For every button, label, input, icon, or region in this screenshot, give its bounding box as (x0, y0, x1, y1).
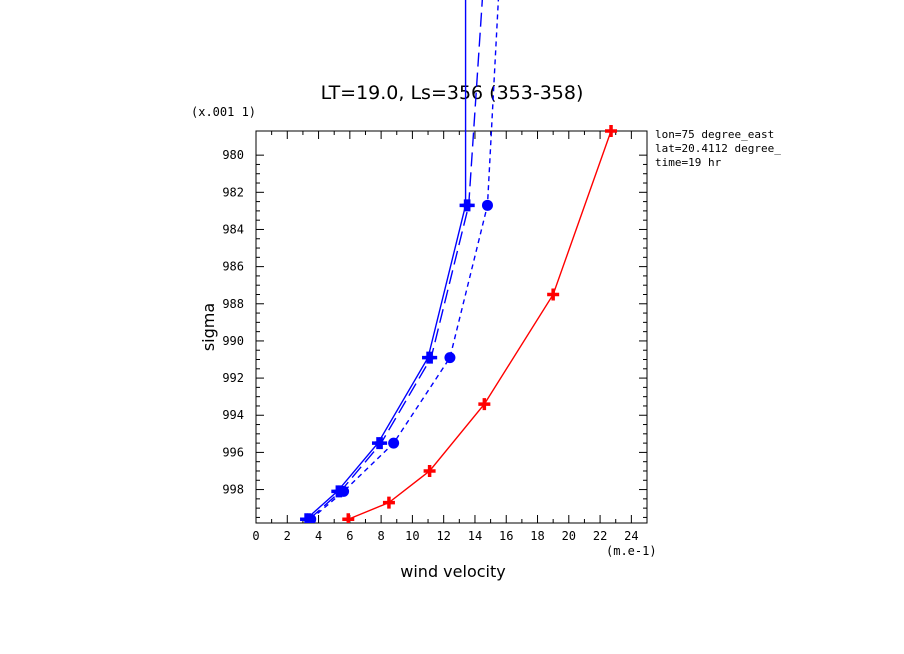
x-tick-label: 24 (624, 529, 638, 543)
annotation-lat: lat=20.4112 degree_ (655, 142, 781, 155)
x-unit-label: (m.e-1) (606, 544, 657, 558)
x-tick-label: 8 (378, 529, 385, 543)
x-tick-label: 16 (499, 529, 513, 543)
y-tick-label: 994 (222, 408, 244, 422)
x-tick-label: 12 (436, 529, 450, 543)
x-tick-label: 2 (284, 529, 291, 543)
annotation-time: time=19 hr (655, 156, 722, 169)
data-point (338, 485, 350, 497)
x-tick-label: 20 (562, 529, 576, 543)
y-tick-label: 986 (222, 260, 244, 274)
data-point (444, 352, 456, 364)
series-3 (305, 0, 500, 523)
series-1 (300, 0, 472, 523)
data-point (547, 288, 560, 301)
x-tick-label: 4 (315, 529, 322, 543)
annotation-lon: lon=75 degree_east (655, 128, 774, 141)
series-4 (342, 125, 618, 523)
plot-frame (255, 130, 648, 524)
x-tick-label: 18 (530, 529, 544, 543)
y-tick-label: 998 (222, 483, 244, 497)
x-tick-label: 14 (468, 529, 482, 543)
data-point (478, 398, 491, 411)
y-unit-label: (x.001 1) (191, 105, 256, 119)
x-tick-label: 6 (346, 529, 353, 543)
y-tick-label: 992 (222, 371, 244, 385)
series-line (308, 0, 484, 520)
y-tick-label: 984 (222, 222, 244, 236)
y-tick-label: 988 (222, 297, 244, 311)
axis-ticks: 0 2 4 6 8 10 12 14 16 18 20 22 249809829849869889909… (222, 131, 648, 543)
data-point (423, 464, 436, 477)
chart-title: LT=19.0, Ls=356 (353-358) (321, 82, 584, 104)
x-tick-label: 10 (405, 529, 419, 543)
data-point (605, 125, 618, 137)
x-tick-label: 0 (252, 529, 259, 543)
data-point (382, 496, 395, 509)
data-point (481, 199, 493, 211)
y-tick-label: 996 (222, 445, 244, 459)
data-point (375, 437, 388, 450)
data-point (305, 513, 317, 523)
y-tick-label: 990 (222, 334, 244, 348)
y-axis-label: sigma (199, 303, 218, 351)
data-point (342, 513, 355, 523)
data-point (388, 437, 400, 449)
series-line (310, 0, 500, 520)
y-tick-label: 980 (222, 148, 244, 162)
series-layer (300, 0, 618, 523)
y-tick-label: 982 (222, 185, 244, 199)
x-tick-label: 22 (593, 529, 607, 543)
data-point (462, 199, 475, 212)
x-axis-label: wind velocity (400, 562, 505, 581)
data-point (425, 351, 438, 364)
series-line (305, 0, 467, 520)
plot-border (255, 130, 648, 524)
series-line (348, 130, 612, 520)
